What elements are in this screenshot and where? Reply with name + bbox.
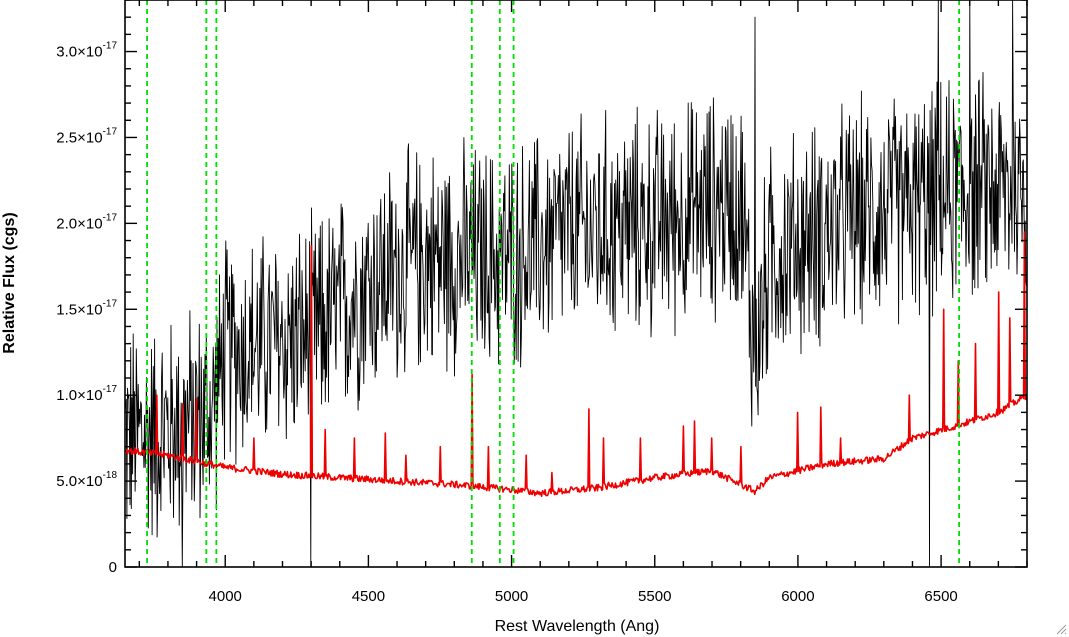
x-axis-ticks: 4000 4500 5000 5500 6000 6500 [138, 0, 1028, 605]
y-tick-label: 2.5×10-17 [56, 126, 117, 146]
y-tick-exponent: -17 [103, 298, 118, 309]
marker-layer [146, 0, 961, 567]
y-tick-mantissa: 0 [109, 559, 117, 576]
y-tick-exponent: -17 [103, 384, 118, 395]
y-tick-exponent: -17 [103, 41, 118, 52]
y-tick-mantissa: 2.5×10 [56, 129, 102, 146]
series-layer [125, 0, 1027, 567]
observed-spectrum-line [125, 0, 1027, 567]
y-tick-mantissa: 3.0×10 [56, 44, 102, 61]
x-tick-label: 5000 [495, 588, 528, 605]
x-axis-label: Rest Wavelength (Ang) [495, 618, 660, 635]
axes-frame [124, 0, 1028, 568]
y-tick-exponent: -17 [103, 212, 118, 223]
x-tick-label: 4000 [209, 588, 242, 605]
y-tick-mantissa: 1.0×10 [56, 387, 102, 404]
x-tick-label: 6000 [781, 588, 814, 605]
y-tick-mantissa: 5.0×10 [56, 473, 102, 490]
y-tick-exponent: -18 [103, 470, 118, 481]
y-axis-ticks: 05.0×10-181.0×10-171.5×10-172.0×10-172.5… [56, 0, 1027, 576]
y-tick-label: 1.0×10-17 [56, 384, 117, 404]
y-tick-label: 1.5×10-17 [56, 298, 117, 318]
plot-frame [124, 0, 1028, 568]
model-spectrum-line [125, 231, 1027, 497]
y-tick-label: 3.0×10-17 [56, 41, 117, 61]
x-tick-label: 5500 [638, 588, 671, 605]
y-tick-label: 0 [109, 559, 117, 576]
y-tick-exponent: -17 [103, 126, 118, 137]
y-tick-label: 2.0×10-17 [56, 212, 117, 232]
y-axis-label: Relative Flux (cgs) [1, 212, 18, 353]
resize-grip-icon[interactable] [1055, 623, 1067, 635]
y-tick-mantissa: 2.0×10 [56, 215, 102, 232]
x-tick-label: 4500 [352, 588, 385, 605]
y-tick-mantissa: 1.5×10 [56, 301, 102, 318]
x-tick-label: 6500 [924, 588, 957, 605]
y-tick-label: 5.0×10-18 [56, 470, 117, 490]
